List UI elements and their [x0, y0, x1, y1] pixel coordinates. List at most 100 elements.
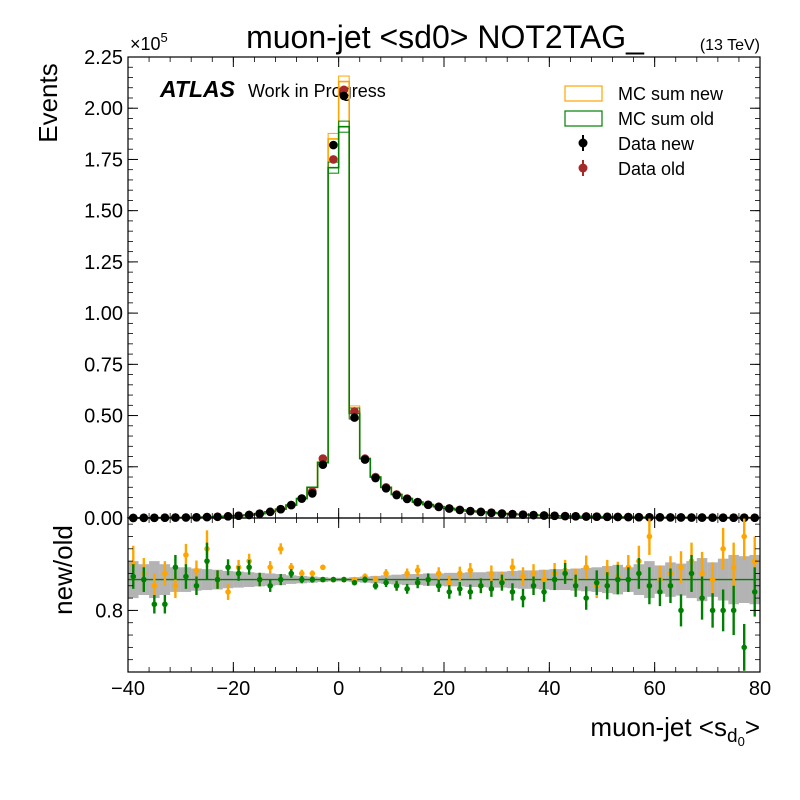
data-new-point	[645, 512, 654, 522]
ratio-old-point	[604, 582, 611, 589]
ratio-old-point	[372, 582, 379, 589]
ratio-old-point	[414, 579, 421, 586]
ratio-old-point	[720, 607, 726, 614]
data-new-point	[360, 455, 370, 464]
main-y-tick-label: 0.50	[84, 406, 123, 428]
data-new-point	[255, 509, 264, 518]
ratio-new-point	[172, 582, 179, 589]
ratio-old-point	[425, 576, 432, 583]
x-axis-label-main: muon-jet <s	[590, 712, 727, 742]
ratio-old-point	[615, 576, 621, 583]
ratio-old-point	[362, 576, 368, 583]
data-new-point	[571, 512, 580, 521]
ratio-new-point	[457, 570, 463, 577]
data-new-point	[466, 506, 475, 516]
data-new-point	[339, 91, 349, 101]
data-new-point	[413, 497, 422, 507]
ratio-old-point	[741, 644, 747, 651]
ratio-new-point	[446, 579, 453, 586]
ratio-old-point	[404, 586, 410, 592]
x-tick-label: 20	[433, 678, 455, 700]
ratio-old-point	[562, 570, 568, 577]
data-new-point	[581, 512, 591, 521]
ratio-old-point	[193, 582, 200, 589]
ratio-old-point	[435, 582, 442, 589]
ratio-new-point	[383, 570, 389, 577]
data-new-point	[455, 505, 465, 515]
main-y-tick-label: 1.00	[84, 303, 123, 325]
ratio-old-point	[541, 589, 547, 595]
ratio-new-point	[288, 564, 295, 571]
ratio-old-point	[572, 582, 579, 589]
ratio-old-point	[467, 589, 474, 595]
ratio-panel: 0.8	[95, 517, 761, 673]
ratio-old-point	[267, 582, 274, 589]
ratio-old-point	[309, 576, 316, 583]
ratio-old-point	[478, 582, 484, 589]
ratio-old-point	[646, 582, 653, 589]
data-new-point	[434, 502, 444, 512]
ratio-old-point	[204, 558, 210, 564]
ratio-new-point	[583, 564, 589, 571]
ratio-old-point	[688, 570, 695, 577]
ratio-old-point	[667, 582, 674, 589]
ratio-new-point	[646, 533, 653, 540]
ratio-new-point	[225, 589, 231, 595]
ratio-new-point	[699, 570, 705, 577]
ratio-new-point	[541, 576, 547, 583]
legend-label-mc-new: MC sum new	[618, 84, 724, 104]
legend-label-data-old: Data old	[618, 159, 685, 179]
ratio-new-point	[372, 576, 379, 583]
x-tick-label: 40	[538, 678, 560, 700]
atlas-sublabel: Work in Progress	[248, 81, 386, 101]
ratio-new-point	[530, 570, 537, 577]
ratio-old-point	[246, 564, 252, 571]
data-new-point	[602, 512, 612, 522]
data-new-point	[624, 512, 633, 522]
legend-swatch-mc-new	[564, 85, 603, 102]
ratio-new-point	[309, 570, 316, 577]
data-new-point	[529, 510, 538, 520]
data-new-point	[223, 512, 233, 521]
main-y-tick-label: 1.50	[84, 201, 123, 223]
data-new-point	[297, 494, 307, 503]
ratio-old-point	[657, 589, 663, 595]
x-tick-label: −20	[216, 678, 250, 700]
ratio-new-point	[741, 533, 747, 540]
ratio-old-point	[551, 576, 558, 583]
x-tick-label: 0	[333, 678, 344, 700]
ratio-old-point	[383, 579, 389, 586]
ratio-old-point	[225, 564, 231, 571]
ratio-old-point	[678, 607, 684, 614]
ratio-old-point	[256, 576, 263, 583]
ratio-old-point	[162, 601, 168, 608]
legend-label-data-new: Data new	[618, 134, 695, 154]
ratio-old-point	[457, 586, 463, 592]
ratio-old-point	[351, 579, 358, 586]
data-new-point	[244, 510, 254, 520]
data-new-point	[318, 460, 328, 470]
ratio-old-point	[488, 586, 495, 592]
ratio-new-point	[151, 582, 158, 589]
x-axis-label-end: >	[745, 712, 760, 742]
ratio-new-point	[414, 567, 421, 574]
ratio-old-point	[530, 582, 537, 589]
ratio-new-point	[267, 564, 274, 571]
ratio-old-point	[730, 607, 737, 614]
scale-exponent-power: 5	[161, 30, 168, 45]
x-axis-label-sub: d	[727, 726, 738, 747]
x-tick-label: 60	[644, 678, 666, 700]
data-new-point	[497, 509, 507, 518]
main-y-ticks: 0.00 0.25 0.50 0.75 1.00 1.25 1.50 1.75 2.00 2.25	[84, 47, 760, 530]
ratio-old-point	[141, 576, 147, 583]
data-old-point	[329, 155, 338, 164]
ratio-old-point	[625, 576, 632, 583]
legend-marker-data-old	[578, 163, 588, 173]
ratio-old-point	[130, 573, 137, 580]
legend: MC sum new MC sum old Data new Data old	[564, 84, 724, 179]
data-new-point	[350, 413, 359, 422]
chart-title: muon-jet <sd0> NOT2TAG_	[246, 19, 645, 55]
ratio-old-point	[330, 576, 337, 583]
ratio-old-point	[288, 570, 295, 577]
ratio-new-point	[193, 567, 200, 574]
